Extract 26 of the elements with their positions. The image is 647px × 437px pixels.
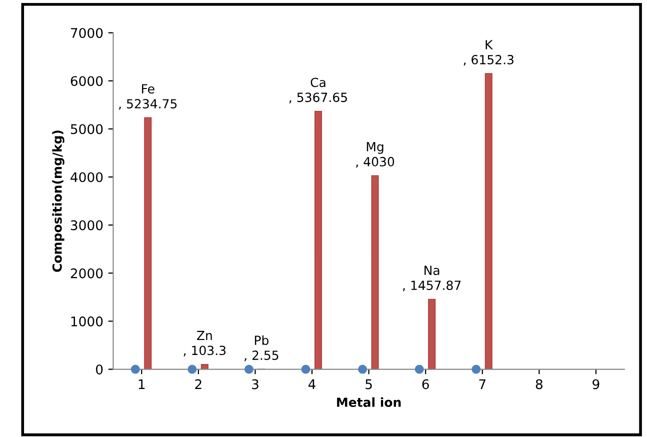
x-tick-label: 8 [536,379,542,390]
data-label: Zn , 103.3 [184,330,226,356]
x-axis-title: Metal ion [337,397,401,407]
x-tick-label: 2 [195,379,202,390]
y-tick-label: 0 [96,364,103,374]
y-tick-label: 2000 [70,268,103,278]
y-tick-label: 4000 [70,172,103,182]
data-label: Ca , 5367.65 [289,78,347,104]
x-tick-label: 5 [366,379,372,390]
x-tick-label: 1 [138,379,145,390]
x-tick-label: 9 [592,379,600,390]
data-label: Mg , 4030 [356,142,394,168]
data-label: Pb , 2.55 [244,335,278,362]
data-label: Fe , 5234.75 [119,84,177,110]
y-tick-label: 5000 [70,124,103,134]
y-tick-label: 6000 [70,76,103,86]
x-tick-label: 4 [308,379,316,390]
x-tick-label: 6 [422,379,429,390]
y-tick-label: 7000 [71,28,103,38]
x-tick-label: 7 [479,379,486,390]
data-label: Na , 1457.87 [402,266,461,292]
x-tick-label: 3 [252,379,258,390]
y-axis-title: Composition(mg/kg) [52,130,64,272]
y-tick-label: 1000 [71,316,103,326]
data-label: K , 6152.3 [464,40,514,66]
y-tick-label: 3000 [70,220,103,230]
